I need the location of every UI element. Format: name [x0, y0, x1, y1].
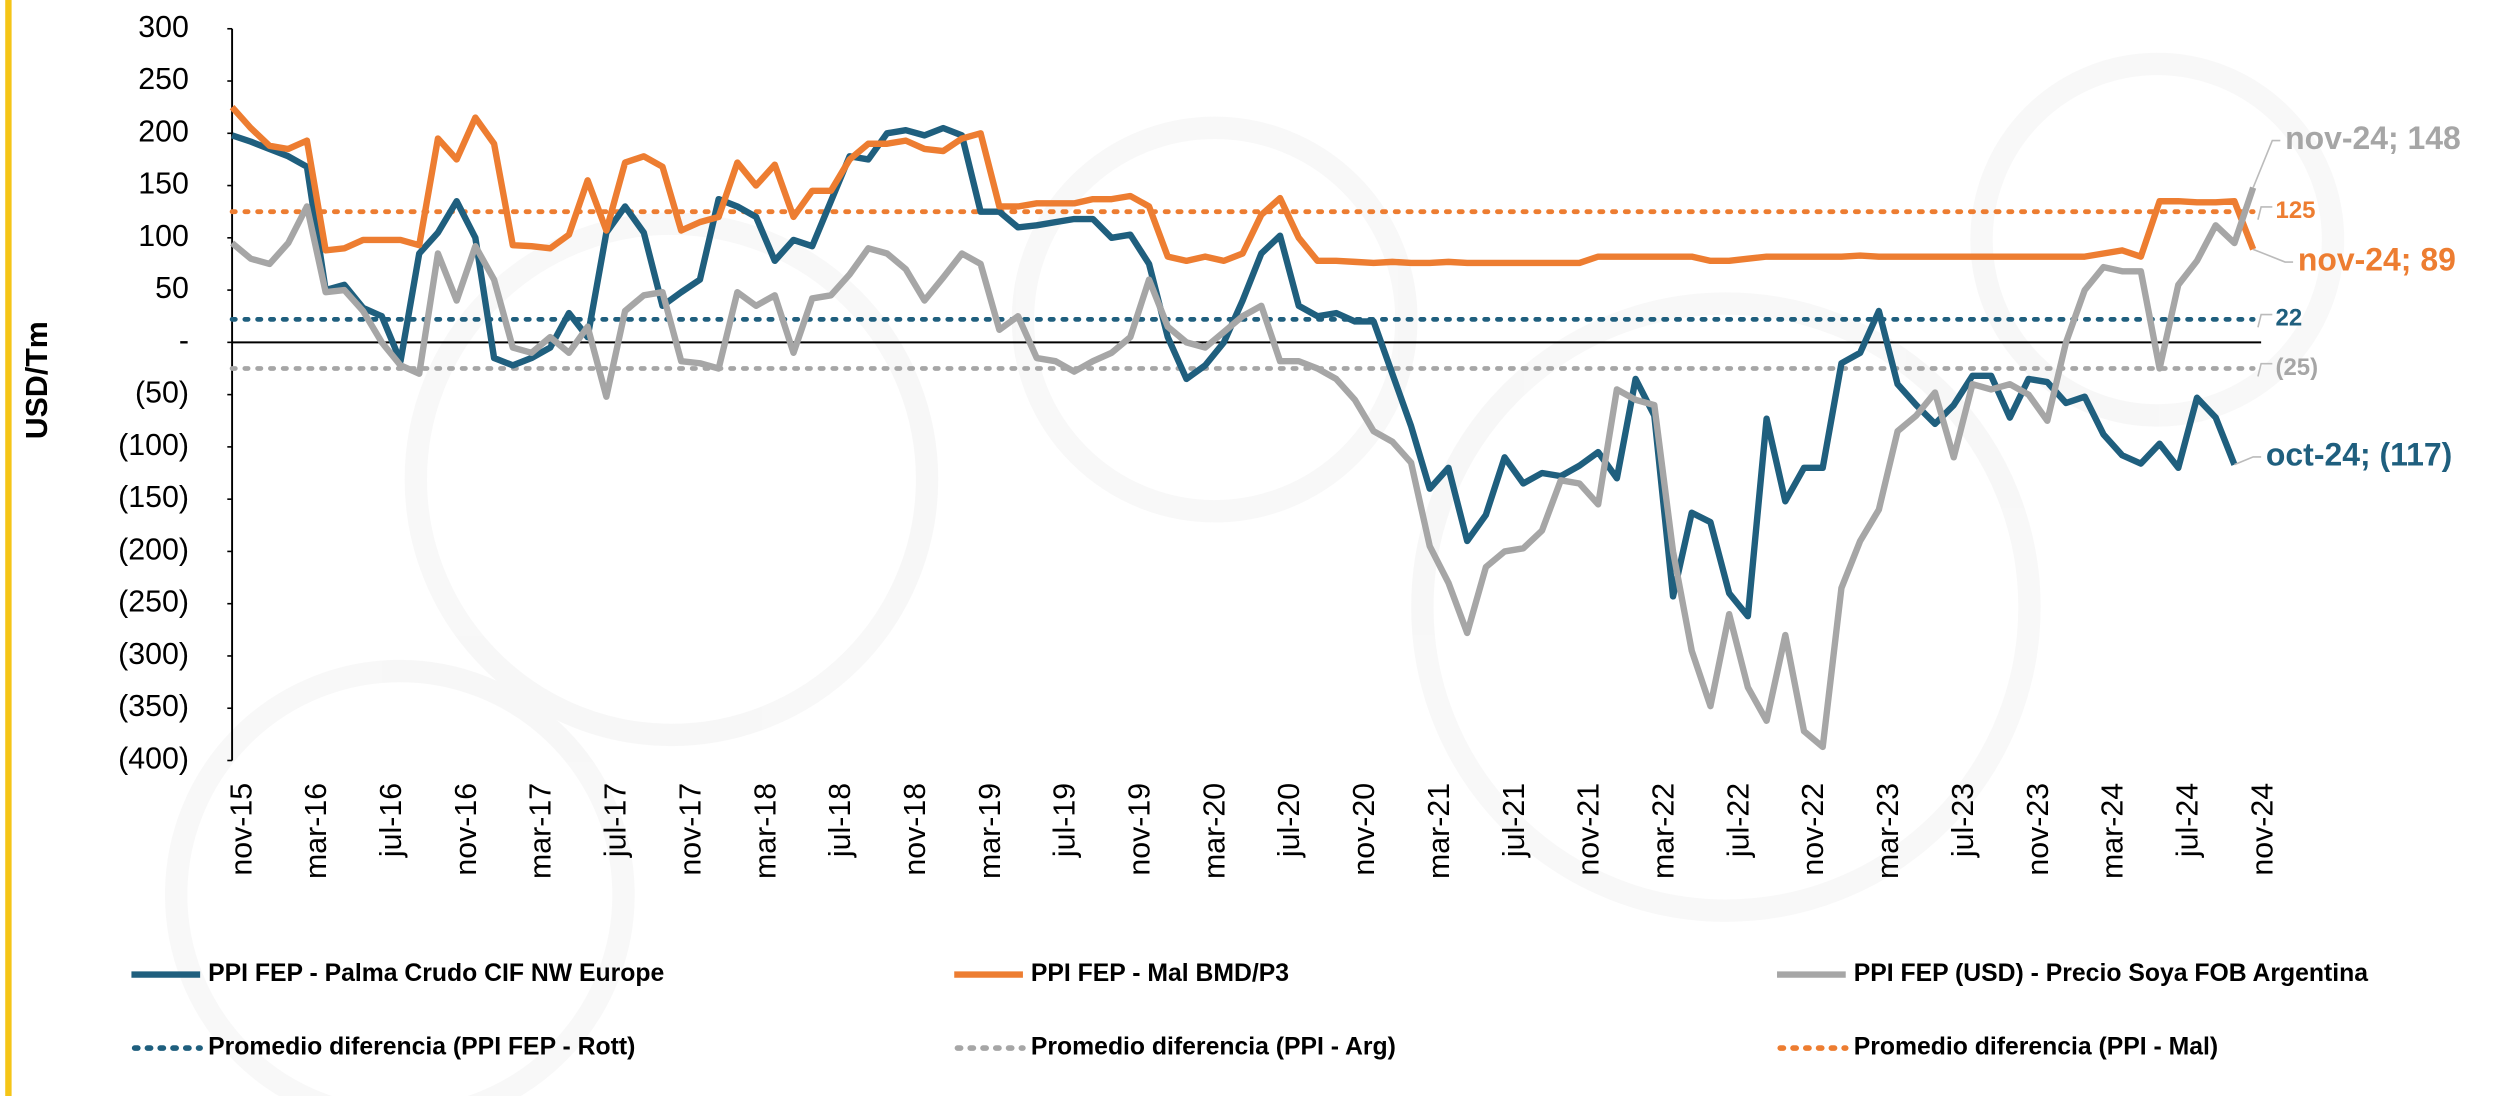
data-label-leader	[2234, 456, 2262, 466]
x-tick-label: nov-21	[1573, 783, 1606, 876]
x-tick-label: mar-17	[525, 783, 558, 879]
plot-area: 300 250 200 150 100 50 - (50) (100) (150) (200) (25…	[118, 11, 2461, 1061]
x-tick-label: mar-19	[974, 783, 1007, 879]
x-tick-label: mar-20	[1198, 783, 1231, 879]
y-tick-label: (150)	[118, 481, 189, 514]
y-tick-label: (300)	[118, 638, 189, 671]
accent-bar	[5, 0, 12, 1096]
reference-label: 125	[2276, 197, 2316, 224]
x-tick-label: nov-18	[899, 783, 932, 876]
x-tick-label: nov-15	[225, 783, 258, 876]
series-line	[230, 186, 2257, 751]
x-tick-label: mar-18	[749, 783, 782, 879]
x-tick-label: jul-22	[1722, 783, 1755, 858]
x-tick-label: nov-22	[1797, 783, 1830, 876]
data-label-leader	[2252, 248, 2294, 263]
reference-leader	[2257, 206, 2273, 220]
reference-leader	[2257, 362, 2273, 377]
x-tick-label: mar-23	[1872, 783, 1905, 879]
x-tick-label: jul-18	[824, 783, 857, 858]
y-tick-label: (250)	[118, 586, 189, 619]
y-tick-label: 300	[138, 11, 189, 44]
legend-label: PPI FEP - Mal BMD/P3	[1031, 960, 1289, 987]
x-tick-label: nov-24	[2246, 783, 2279, 876]
y-tick-label: -	[179, 324, 189, 357]
x-tick-label: mar-21	[1423, 783, 1456, 879]
y-tick-label: (100)	[118, 429, 189, 462]
x-tick-label: nov-17	[674, 783, 707, 876]
x-tick-label: nov-23	[2022, 783, 2055, 876]
y-tick-label: 100	[138, 220, 189, 253]
series-line	[229, 105, 2257, 267]
data-label: oct-24; (117)	[2266, 436, 2452, 472]
reference-label: 22	[2276, 305, 2303, 332]
x-tick-label: nov-19	[1124, 783, 1157, 876]
y-tick-label: 250	[138, 63, 189, 96]
y-tick-label: 50	[155, 272, 189, 305]
x-tick-label: jul-17	[600, 783, 633, 858]
y-tick-label: (400)	[118, 743, 189, 776]
x-tick-label: nov-16	[450, 783, 483, 876]
background-pattern	[165, 52, 2345, 1096]
y-tick-label: (50)	[135, 377, 189, 410]
y-tick-label: 200	[138, 115, 189, 148]
legend-label: PPI FEP (USD) - Precio Soya FOB Argentin…	[1854, 960, 2369, 987]
legend-label: Promedio diferencia (PPI - Mal)	[1854, 1034, 2218, 1061]
data-label: nov-24; 89	[2298, 241, 2456, 277]
reference-leader	[2257, 313, 2273, 328]
legend-label: Promedio diferencia (PPI FEP - Rott)	[208, 1034, 635, 1061]
x-tick-label: jul-16	[375, 783, 408, 858]
data-label-leader	[2252, 139, 2281, 188]
y-tick-label: 150	[138, 168, 189, 201]
x-tick-label: jul-21	[1498, 783, 1531, 858]
x-tick-label: mar-22	[1648, 783, 1681, 879]
legend-label: Promedio diferencia (PPI - Arg)	[1031, 1034, 1396, 1061]
reference-label: (25)	[2276, 354, 2319, 381]
x-tick-label: jul-23	[1947, 783, 1980, 858]
x-tick-label: jul-24	[2171, 783, 2204, 858]
x-tick-label: mar-16	[300, 783, 333, 879]
x-tick-label: jul-19	[1049, 783, 1082, 858]
y-axis-label: USD/Tm	[21, 321, 54, 439]
y-tick-label: (350)	[118, 690, 189, 723]
data-label: nov-24; 148	[2285, 120, 2461, 156]
y-tick-label: (200)	[118, 533, 189, 566]
x-tick-label: nov-20	[1348, 783, 1381, 876]
legend-label: PPI FEP - Palma Crudo CIF NW Europe	[208, 960, 664, 987]
x-tick-label: jul-20	[1273, 783, 1306, 858]
x-tick-label: mar-24	[2097, 783, 2130, 879]
